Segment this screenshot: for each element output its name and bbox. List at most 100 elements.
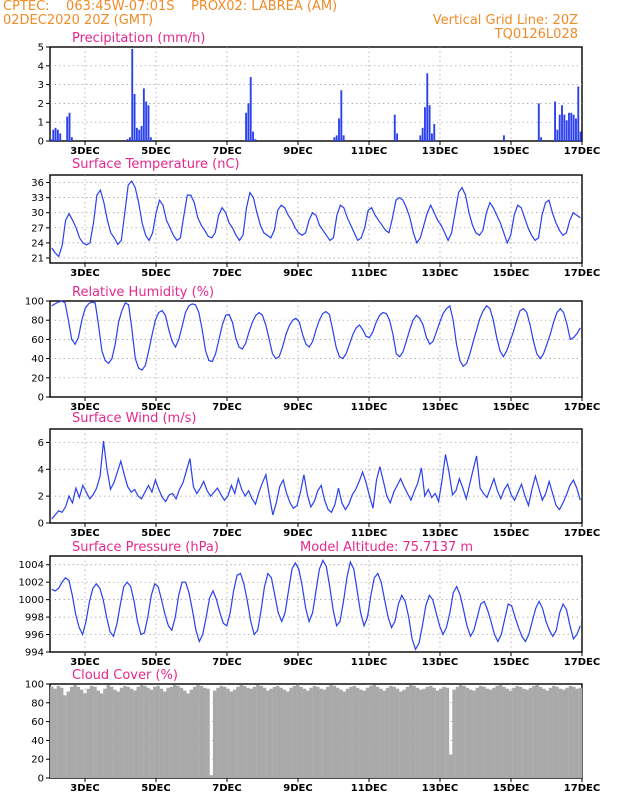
y-tick-label: 100 [25,297,44,308]
x-tick-label: 3DEC [70,146,99,157]
panel-3: 0 20 40 60 80 100 3DEC 5DEC 7DEC 9DEC 11DEC 13DEC 15… [25,285,600,413]
bar [422,688,426,778]
bar [389,685,393,778]
bar [256,684,260,778]
x-tick-label: 13DEC [422,268,458,279]
bar [179,687,184,778]
bar [59,687,64,778]
bar [199,685,204,778]
bar [542,688,546,778]
bar [429,685,433,778]
bar [395,688,400,778]
bar [338,118,340,141]
bar [402,689,406,778]
bar [212,690,217,778]
y-tick-label: 4 [38,465,44,476]
bar [577,86,580,141]
bar [242,685,247,778]
bar [532,685,536,778]
bar [149,689,154,778]
bar [385,687,390,778]
bar [421,127,424,141]
y-tick-label: 27 [31,223,44,234]
bar [492,687,496,778]
x-tick-label: 7DEC [212,528,241,539]
bar [159,688,164,778]
bar [392,686,396,778]
bar [572,686,576,778]
bar [412,685,416,778]
bar [126,686,130,778]
bar [515,685,519,778]
plot-frame [49,174,583,264]
y-tick-label: 1000 [19,595,44,606]
bar [405,686,410,778]
bar [332,685,337,778]
bar [299,686,303,778]
bar [362,690,367,778]
y-tick-label: 33 [31,193,44,204]
y-tick-label: 30 [31,208,44,219]
bar [289,687,293,778]
x-tick-label: 7DEC [212,783,241,794]
y-tick-label: 36 [31,178,44,189]
bar [340,90,343,141]
bar [56,129,59,141]
bar [139,684,144,778]
panel-title: Surface Pressure (hPa) [72,540,219,555]
x-tick-label: 13DEC [422,783,458,794]
bar [428,105,431,141]
bar [254,139,257,141]
bar [103,688,107,778]
bar [89,685,94,778]
bar [445,687,450,778]
panel-title: Cloud Cover (%) [72,668,178,683]
y-tick-label: 40 [31,736,44,747]
bar [189,689,194,778]
bar [538,686,543,778]
bar [50,686,54,778]
bar [449,754,453,778]
bar [475,687,480,778]
bar [249,77,252,141]
x-tick-label: 7DEC [212,657,241,668]
bar [202,687,207,778]
bar [561,105,563,141]
bar [68,112,71,141]
panel-5: 994 996 998 1000 1002 1004 3DEC 5DEC 7DEC 9DEC 11D… [19,540,601,668]
bar [335,135,338,141]
bar [63,695,67,778]
y-tick-label: 0 [38,393,44,404]
bar [488,689,493,778]
bar [409,684,413,778]
bar [247,103,250,141]
y-tick-label: 60 [31,335,44,346]
bar [216,687,220,778]
header-line3-right: TQ0126L028 [494,27,578,42]
bar [206,688,210,778]
y-tick-label: 20 [31,755,44,766]
bar [279,687,283,778]
bar [505,688,509,778]
bar [53,688,57,778]
bar [128,137,131,141]
bar [452,689,456,778]
bar [142,88,145,141]
bar [236,686,240,778]
x-tick-label: 11DEC [351,783,387,794]
bar [276,685,280,778]
bar [396,133,399,141]
bar [145,101,148,141]
y-tick-label: 4 [38,61,44,72]
bar [226,688,230,778]
series-line [51,441,581,520]
series-line [51,300,581,371]
bar [329,684,333,778]
x-tick-label: 15DEC [493,657,529,668]
bar [302,688,307,778]
bar [579,131,582,141]
x-tick-label: 3DEC [70,402,99,413]
bar [419,135,422,141]
bar [73,684,77,778]
bar [570,112,573,141]
